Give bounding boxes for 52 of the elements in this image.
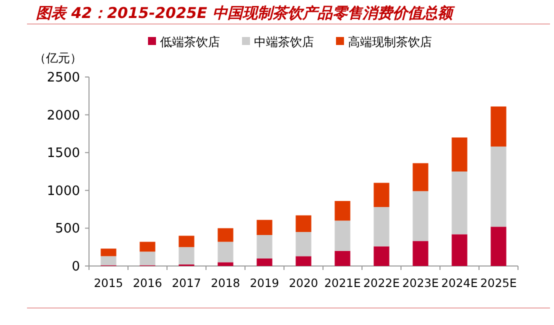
chart-title: 图表 42：2015-2025E 中国现制茶饮产品零售消费价值总额 <box>36 4 456 22</box>
x-tick-label: 2020 <box>288 276 318 290</box>
x-tick-label: 2025E <box>480 276 517 290</box>
bar <box>140 252 156 266</box>
bar <box>100 256 116 266</box>
bar <box>334 220 350 251</box>
bar <box>452 137 468 172</box>
bar <box>256 220 272 236</box>
x-tick-label: 2017 <box>172 276 202 290</box>
bar <box>452 172 468 234</box>
legend-label: 低端茶饮店 <box>160 35 220 49</box>
y-axis-title: （亿元） <box>34 51 82 65</box>
y-tick-label: 1000 <box>46 184 80 199</box>
bar <box>178 236 194 248</box>
x-tick-label: 2024E <box>441 276 478 290</box>
y-tick-label: 2000 <box>46 108 80 124</box>
bar <box>218 262 234 266</box>
bar <box>140 242 156 252</box>
bar <box>374 182 390 208</box>
bar <box>256 258 272 266</box>
x-tick-label: 2023E <box>402 276 439 290</box>
x-tick-label: 2015 <box>94 276 124 290</box>
bar <box>256 235 272 258</box>
x-tick-label: 2016 <box>132 276 162 290</box>
x-tick-label: 2019 <box>250 276 280 290</box>
y-tick-label: 2500 <box>46 70 80 86</box>
bar <box>490 146 506 227</box>
bar <box>296 232 312 256</box>
bar <box>412 241 428 266</box>
bar <box>452 234 468 266</box>
x-tick-label: 2022E <box>363 276 400 290</box>
y-tick-label: 0 <box>72 260 80 274</box>
bar <box>296 256 312 266</box>
bar <box>374 207 390 246</box>
bar <box>490 106 506 147</box>
x-tick-label: 2018 <box>210 276 240 290</box>
bar <box>178 247 194 264</box>
bar <box>490 226 506 266</box>
bar <box>218 242 234 262</box>
bar <box>374 246 390 266</box>
y-tick-label: 500 <box>55 222 80 237</box>
legend-label: 高端现制茶饮店 <box>348 35 432 49</box>
y-tick-label: 1500 <box>46 146 80 162</box>
bar <box>296 215 312 232</box>
bar <box>412 163 428 192</box>
bar <box>334 250 350 266</box>
x-tick-label: 2021E <box>324 276 361 290</box>
legend-label: 中端茶饮店 <box>254 35 314 49</box>
bar <box>412 191 428 242</box>
bar <box>334 200 350 221</box>
bar <box>218 228 234 242</box>
bar <box>100 248 116 256</box>
